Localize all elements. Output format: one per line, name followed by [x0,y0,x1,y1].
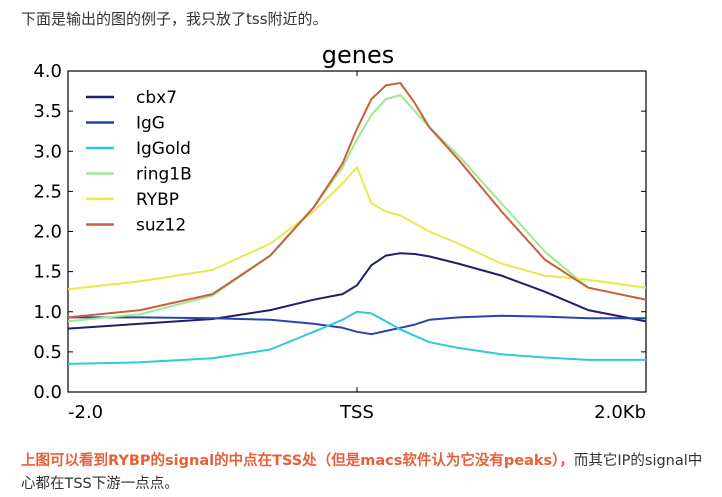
series-line-iggold [67,310,646,365]
y-tick-label: 2.5 [33,181,62,202]
y-tick-label: 4.0 [33,61,62,82]
caption-paragraph: 上图可以看到RYBP的signal的中点在TSS处（但是macs软件认为它没有p… [21,450,711,496]
y-tick-label: 3.5 [33,101,62,122]
legend-label: suz12 [136,216,186,236]
y-tick-label: 3.0 [33,141,62,162]
caption-rest: 而其它IP的signal中心都在TSS下游一点点。 [21,453,703,492]
x-tick-label: 2.0Kb [594,402,646,423]
chart-title: genes [322,41,394,69]
chart-figure: genes 0.0 0.5 1.0 1.5 2.0 2.5 3.0 3.5 4.0 -2.0 TSS… [0,36,722,436]
series-line-suz12 [67,82,647,319]
x-tick-label: TSS [339,402,374,423]
y-tick-label: 1.5 [33,262,62,283]
genes-line-chart: genes 0.0 0.5 1.0 1.5 2.0 2.5 3.0 3.5 4.0 -2.0 TSS… [33,41,647,423]
legend-label: IgG [136,114,165,134]
legend-label: IgGold [136,139,191,159]
chart-series [67,82,647,365]
legend-label: ring1B [136,165,192,185]
x-tick-label: -2.0 [68,402,103,423]
intro-text: 下面是输出的图的例子，我只放了tss附近的。 [21,10,328,28]
y-tick-label: 1.0 [33,302,62,323]
series-line-rybp [67,166,647,291]
y-tick-label: 0.0 [33,382,62,403]
caption-highlight: 上图可以看到RYBP的signal的中点在TSS处（但是macs软件认为它没有p… [21,453,574,469]
series-line-cbx7 [67,252,647,330]
legend-label: cbx7 [136,88,177,108]
series-line-igg [68,314,646,336]
chart-legend: cbx7 IgG IgGold ring1B RYBP suz12 [86,88,192,236]
y-tick-label: 0.5 [33,342,62,363]
y-tick-label: 2.0 [33,222,62,243]
legend-label: RYBP [136,190,179,210]
chart-axes: 0.0 0.5 1.0 1.5 2.0 2.5 3.0 3.5 4.0 -2.0 TSS 2.0Kb [33,61,647,423]
